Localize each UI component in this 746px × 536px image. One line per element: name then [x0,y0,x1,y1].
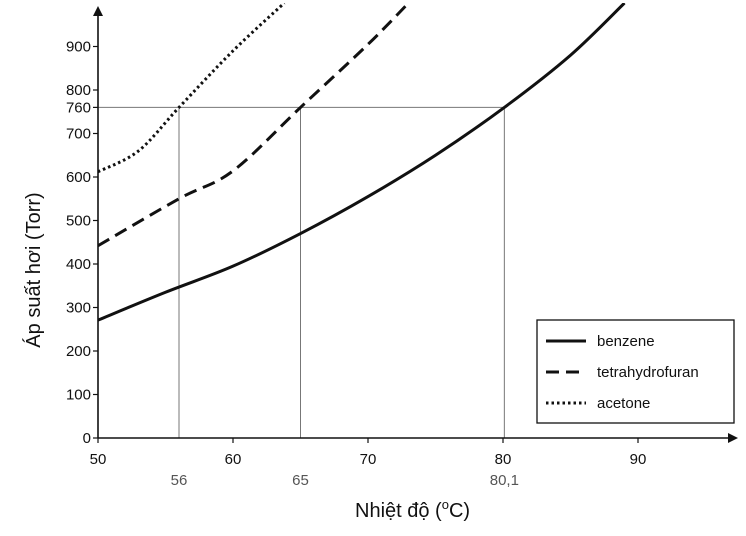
y-tick-label: 500 [66,213,91,230]
x-axis-title-prefix: Nhiệt độ ( [355,500,442,522]
reference-temperature-label: 80,1 [490,472,519,489]
series-line-benzene [98,3,626,322]
x-tick-label: 70 [360,451,377,468]
y-tick-label: 700 [66,126,91,143]
x-tick-label: 50 [90,451,107,468]
legend-label-tetrahydrofuran: tetrahydrofuran [597,364,699,381]
y-tick-label: 400 [66,256,91,273]
legend-label-acetone: acetone [597,395,650,412]
y-tick-label: 200 [66,343,91,360]
series-line-tetrahydrofuran [98,3,410,248]
series-line-acetone [98,3,286,174]
y-tick-label: 800 [66,82,91,99]
x-tick-label: 60 [225,451,242,468]
legend-label-benzene: benzene [597,333,655,350]
y-tick-label: 900 [66,39,91,56]
x-tick-label: 80 [495,451,512,468]
x-axis-title-degree: o [442,497,449,512]
x-axis-title: Nhiệt độ (oC) [355,497,470,522]
y-tick-label: 300 [66,300,91,317]
reference-temperature-label: 65 [292,472,309,489]
legend: benzene tetrahydrofuran acetone [536,319,735,424]
x-axis-title-suffix: C) [449,500,470,522]
y-tick-label: 100 [66,387,91,404]
y-tick-label: 0 [83,430,91,447]
y-tick-label: 600 [66,169,91,186]
x-tick-label: 90 [630,451,647,468]
reference-temperature-label: 56 [171,472,188,489]
y-axis-title: Áp suất hơi (Torr) [22,192,45,347]
y-tick-label-760: 760 [66,99,91,116]
